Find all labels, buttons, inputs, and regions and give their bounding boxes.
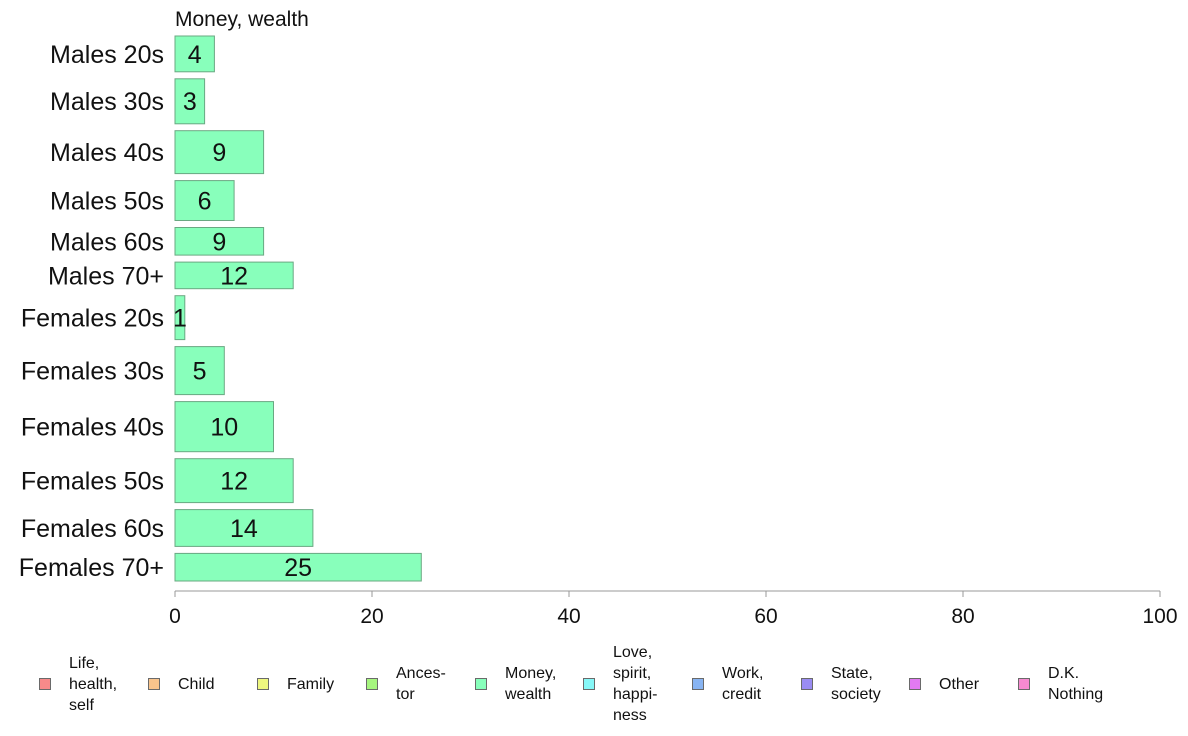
legend-label: Work, credit bbox=[722, 665, 764, 703]
legend-label: D.K. Nothing bbox=[1048, 665, 1104, 703]
bar bbox=[174, 35, 215, 73]
category-label: Males 70+ bbox=[48, 262, 164, 290]
bar bbox=[174, 295, 186, 341]
category-label: Females 50s bbox=[21, 468, 164, 496]
category-label: Males 60s bbox=[50, 228, 164, 256]
legend-swatch bbox=[583, 678, 595, 690]
legend-label: State, society bbox=[831, 665, 881, 703]
x-axis: 0 20 40 60 80 100 bbox=[169, 590, 1178, 628]
data-label: 12 bbox=[220, 468, 248, 496]
legend-item: Ances- tor bbox=[366, 663, 446, 705]
data-label: 4 bbox=[188, 41, 202, 69]
legend-label: Love, spirit, happi- ness bbox=[613, 644, 658, 724]
legend-swatch bbox=[475, 678, 487, 690]
x-tick-label: 80 bbox=[951, 605, 974, 628]
category-label: Females 30s bbox=[21, 358, 164, 386]
data-label: 9 bbox=[212, 228, 226, 256]
legend-item: State, society bbox=[801, 663, 881, 705]
legend-swatch bbox=[801, 678, 813, 690]
x-tick-label: 20 bbox=[360, 605, 383, 628]
data-label: 9 bbox=[212, 139, 226, 167]
legend-item: Child bbox=[148, 674, 214, 695]
legend-item: Work, credit bbox=[692, 663, 763, 705]
bar bbox=[174, 227, 265, 256]
legend-label: Money, wealth bbox=[505, 665, 557, 703]
legend-label: Other bbox=[939, 675, 980, 693]
legend-label: Life, health, self bbox=[69, 654, 118, 714]
legend-swatch bbox=[692, 678, 704, 690]
legend-swatch bbox=[39, 678, 51, 690]
category-label: Females 60s bbox=[21, 515, 164, 543]
data-label: 25 bbox=[284, 554, 312, 582]
legend-swatch bbox=[257, 678, 269, 690]
data-label: 1 bbox=[173, 305, 187, 333]
data-label: 14 bbox=[230, 515, 258, 543]
bar bbox=[174, 130, 265, 175]
category-label: Males 40s bbox=[50, 139, 164, 167]
legend-swatch bbox=[909, 678, 921, 690]
legend-item: D.K. Nothing bbox=[1018, 663, 1103, 705]
x-tick-label: 60 bbox=[754, 605, 777, 628]
bar bbox=[174, 346, 225, 396]
legend-item: Love, spirit, happi- ness bbox=[583, 642, 657, 726]
bar bbox=[174, 78, 206, 125]
bar bbox=[174, 261, 294, 290]
category-label: Females 20s bbox=[21, 305, 164, 333]
data-label: 3 bbox=[183, 88, 197, 116]
category-label: Females 40s bbox=[21, 414, 164, 442]
legend-item: Family bbox=[257, 674, 334, 695]
bar bbox=[174, 180, 235, 222]
legend-item: Other bbox=[909, 674, 979, 695]
bar bbox=[174, 401, 274, 453]
data-label: 6 bbox=[198, 188, 212, 216]
legend: Life, health, self Child Family Ances- tor M… bbox=[0, 640, 1188, 736]
legend-label: Child bbox=[178, 675, 215, 693]
category-label: Males 20s bbox=[50, 41, 164, 69]
legend-label: Ances- tor bbox=[396, 665, 446, 703]
data-label: 5 bbox=[193, 358, 207, 386]
bars-group: Males 20s 4 Males 30s 3 Males 40s 9 Males 50s 6… bbox=[19, 35, 422, 582]
x-tick-label: 40 bbox=[557, 605, 580, 628]
bar bbox=[174, 552, 422, 582]
bar bbox=[174, 458, 294, 504]
category-label: Males 30s bbox=[50, 88, 164, 116]
x-tick-label: 0 bbox=[169, 605, 181, 628]
legend-item: Money, wealth bbox=[475, 663, 556, 705]
legend-label: Family bbox=[287, 675, 335, 693]
data-label: 10 bbox=[210, 414, 238, 442]
legend-swatch bbox=[148, 678, 160, 690]
x-tick-label: 100 bbox=[1142, 605, 1177, 628]
legend-swatch bbox=[1018, 678, 1030, 690]
bar bbox=[174, 509, 314, 547]
legend-item: Life, health, self bbox=[39, 653, 117, 716]
category-label: Males 50s bbox=[50, 188, 164, 216]
data-label: 12 bbox=[220, 262, 248, 290]
chart-title: Money, wealth bbox=[175, 8, 309, 31]
legend-swatch bbox=[366, 678, 378, 690]
category-label: Females 70+ bbox=[19, 554, 164, 582]
